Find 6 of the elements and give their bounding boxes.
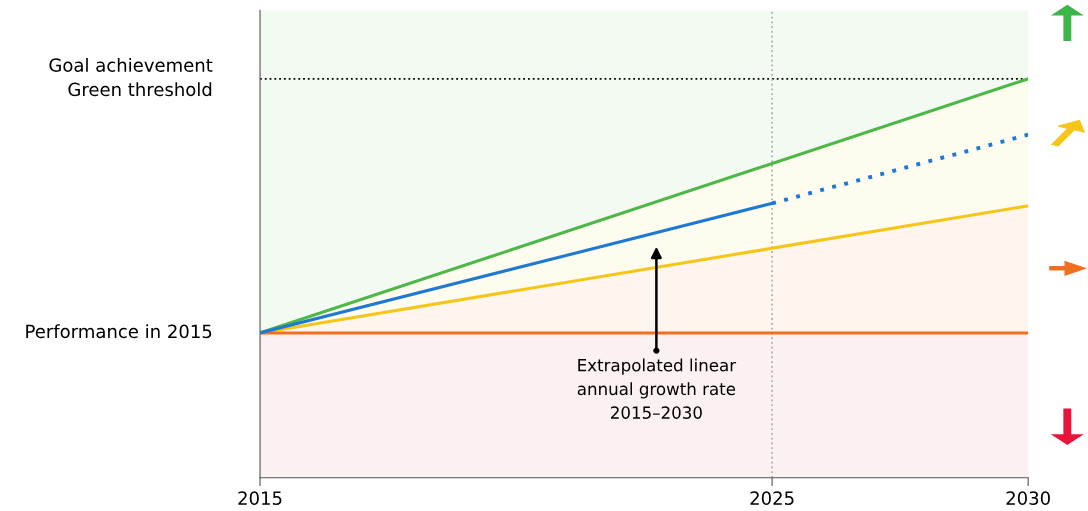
annotation: Performance in 2015 — [26, 324, 212, 339]
x-tick-label: 2030 — [1006, 491, 1050, 505]
text: Extrapolated linear annual growth rate 2015–2030 — [577, 358, 737, 419]
x-tick-label: 2025 — [750, 491, 794, 505]
x-tick-label: 2015 — [238, 491, 282, 505]
annotation: Goal achievement Green threshold — [49, 57, 213, 97]
